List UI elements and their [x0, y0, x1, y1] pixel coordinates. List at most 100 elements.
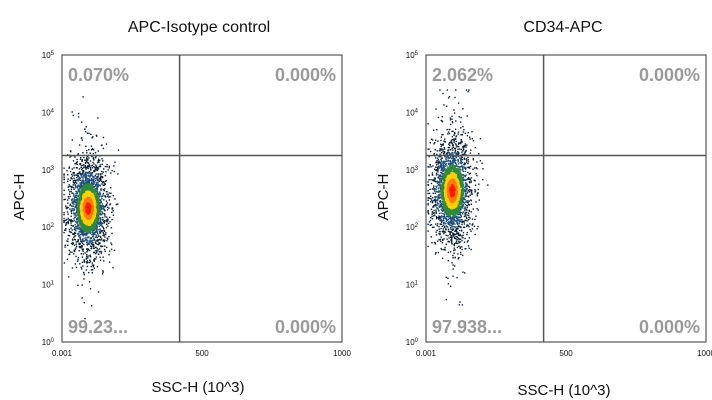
scatter-point — [438, 212, 441, 215]
scatter-point — [74, 195, 76, 197]
scatter-point — [448, 149, 450, 151]
scatter-point — [434, 149, 436, 151]
scatter-point — [447, 222, 449, 224]
scatter-point — [88, 261, 91, 264]
scatter-point — [442, 228, 444, 230]
scatter-point — [84, 200, 87, 203]
scatter-point — [427, 204, 429, 206]
scatter-point — [72, 220, 74, 222]
scatter-point — [91, 239, 93, 241]
scatter-point — [70, 188, 73, 190]
scatter-point — [470, 230, 472, 232]
scatter-point — [67, 213, 69, 215]
scatter-point — [78, 190, 81, 193]
scatter-point — [99, 193, 102, 195]
scatter-point — [69, 179, 71, 181]
scatter-point — [479, 160, 482, 162]
scatter-point — [455, 230, 457, 232]
scatter-point — [81, 261, 84, 264]
scatter-point — [99, 235, 102, 238]
scatter-point — [454, 265, 456, 267]
scatter-point — [468, 178, 471, 181]
scatter-point — [84, 252, 86, 254]
scatter-point — [445, 243, 447, 246]
scatter-point — [447, 131, 450, 133]
scatter-point — [90, 181, 93, 184]
scatter-point — [81, 245, 84, 247]
scatter-point — [82, 216, 85, 219]
scatter-point — [102, 270, 104, 272]
plot-frame — [425, 54, 707, 343]
scatter-point — [97, 180, 99, 182]
scatter-point — [92, 136, 94, 138]
scatter-point — [448, 211, 451, 215]
scatter-point — [86, 251, 88, 253]
scatter-point — [444, 165, 446, 167]
scatter-point — [467, 189, 469, 192]
scatter-point — [457, 238, 460, 240]
scatter-point — [470, 189, 472, 191]
scatter-point — [82, 174, 85, 177]
scatter-point — [76, 187, 79, 189]
scatter-point — [442, 149, 444, 151]
scatter-point — [462, 205, 465, 207]
scatter-point — [96, 266, 99, 268]
scatter-point — [85, 238, 87, 241]
scatter-point — [446, 213, 449, 216]
scatter-point — [470, 191, 473, 193]
scatter-point — [86, 232, 88, 235]
scatter-point — [79, 163, 81, 165]
scatter-point — [441, 207, 444, 210]
scatter-point — [92, 161, 94, 164]
scatter-point — [467, 245, 470, 247]
scatter-point — [99, 219, 102, 221]
scatter-point — [460, 229, 463, 231]
scatter-point — [102, 207, 104, 210]
scatter-point — [465, 208, 467, 211]
scatter-point — [76, 212, 78, 214]
scatter-point — [72, 186, 74, 189]
scatter-point — [457, 143, 460, 145]
scatter-point — [99, 179, 102, 182]
scatter-point — [444, 156, 447, 158]
scatter-point — [67, 221, 70, 223]
scatter-point — [454, 96, 456, 99]
scatter-point — [471, 131, 473, 133]
scatter-point — [441, 148, 443, 150]
scatter-point — [81, 246, 83, 248]
scatter-point — [448, 237, 450, 239]
scatter-point — [451, 228, 453, 230]
scatter-point — [81, 160, 83, 162]
scatter-point — [459, 121, 462, 123]
scatter-point — [82, 178, 84, 180]
scatter-point — [450, 219, 452, 222]
scatter-point — [101, 224, 103, 226]
scatter-point — [432, 206, 434, 208]
scatter-point — [455, 144, 457, 146]
scatter-point — [441, 205, 443, 207]
scatter-point — [78, 112, 80, 115]
scatter-point — [101, 203, 104, 205]
scatter-point — [436, 217, 438, 220]
scatter-point — [482, 168, 484, 170]
scatter-point — [96, 179, 98, 181]
scatter-point — [429, 188, 431, 191]
scatter-point — [104, 216, 106, 218]
scatter-point — [446, 238, 448, 240]
scatter-point — [85, 230, 88, 233]
scatter-point — [440, 236, 442, 238]
scatter-point — [430, 198, 432, 200]
scatter-point — [70, 177, 72, 179]
scatter-point — [437, 207, 439, 209]
scatter-point — [94, 174, 96, 177]
scatter-point — [440, 204, 443, 206]
scatter-point — [82, 171, 84, 174]
scatter-point — [456, 165, 458, 167]
scatter-point — [441, 257, 444, 260]
scatter-point — [460, 158, 463, 160]
scatter-point — [449, 191, 452, 194]
scatter-point — [73, 198, 75, 200]
scatter-point — [93, 251, 95, 253]
scatter-point — [462, 221, 464, 223]
